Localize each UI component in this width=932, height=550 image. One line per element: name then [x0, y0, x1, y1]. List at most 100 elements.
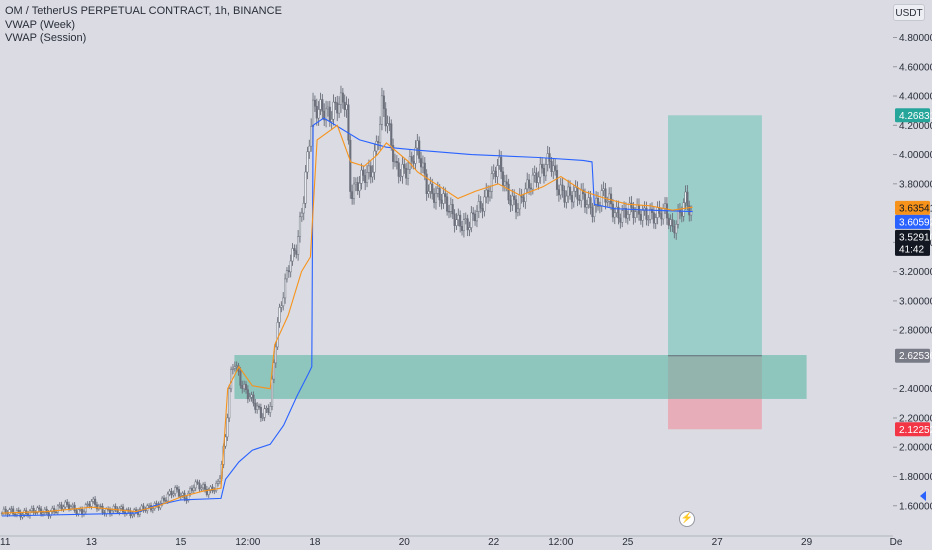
- candle-body: [79, 509, 82, 511]
- countdown-label: 41:42: [899, 244, 924, 255]
- candle-body: [444, 193, 447, 198]
- candle-body: [593, 205, 596, 217]
- candle-body: [554, 165, 557, 171]
- candle-body: [226, 417, 229, 438]
- candle-body: [626, 214, 629, 219]
- vwap-week-legend[interactable]: VWAP (Week): [5, 18, 76, 31]
- symbol-title[interactable]: OM / TetherUS PERPETUAL CONTRACT, 1h, BI…: [5, 5, 282, 17]
- price-axis[interactable]: 4.80000 4.60000 4.40000 4.20000 4.00000 3.800…: [893, 33, 932, 512]
- candle-body: [611, 203, 614, 218]
- candle-body: [92, 498, 95, 502]
- candle-body: [390, 123, 393, 146]
- candle-body: [488, 191, 492, 198]
- candle-body: [269, 406, 272, 413]
- candle-body: [122, 506, 125, 513]
- candle-body: [252, 394, 255, 404]
- x-tick-label: 25: [622, 537, 634, 548]
- candle-body: [172, 493, 175, 496]
- lightning-icon[interactable]: ⚡: [679, 511, 695, 527]
- candle-body: [66, 501, 69, 505]
- candle-body: [501, 171, 505, 186]
- currency-button[interactable]: USDT: [893, 4, 925, 21]
- candle-body: [395, 161, 398, 163]
- candle-body: [675, 224, 678, 234]
- candle-body: [405, 168, 408, 179]
- y-tick-label: 1.60000: [899, 501, 932, 512]
- candle-body: [259, 407, 262, 418]
- candle-body: [69, 506, 72, 509]
- candle-body: [263, 408, 266, 418]
- candle-body: [218, 478, 221, 482]
- current-price-label: 3.52910: [899, 232, 932, 243]
- candle-body: [68, 504, 71, 509]
- y-tick-label: 1.80000: [899, 472, 932, 483]
- scroll-arrow-icon[interactable]: [920, 491, 926, 501]
- candle-body: [228, 388, 231, 419]
- candle-body: [686, 191, 689, 207]
- candle-body: [682, 202, 685, 217]
- candle-body: [235, 365, 238, 367]
- candle-body: [399, 175, 402, 178]
- candle-body: [544, 164, 547, 177]
- candle-body: [114, 506, 117, 510]
- candle-body: [58, 504, 61, 507]
- y-tick-label: 4.80000: [899, 33, 932, 44]
- candle-body: [319, 99, 322, 110]
- candle-body: [380, 95, 383, 125]
- candle-body: [587, 197, 590, 205]
- candle-body: [339, 92, 343, 105]
- candle-body: [71, 504, 74, 507]
- vwap-session-price-label-bg: [895, 200, 930, 215]
- candle-body: [677, 209, 680, 225]
- candle-body: [73, 504, 76, 511]
- candle-body: [77, 509, 80, 514]
- candle-body: [434, 193, 438, 203]
- candle-body: [300, 212, 303, 218]
- candle-body: [630, 202, 633, 208]
- candle-body: [174, 487, 177, 494]
- target-price-label: 4.26831: [899, 111, 932, 122]
- candle-body: [358, 183, 361, 192]
- profit-zone[interactable]: [668, 115, 762, 356]
- candle-body: [8, 509, 11, 515]
- demand-zone[interactable]: [234, 355, 807, 399]
- candle-body: [427, 191, 430, 194]
- y-tick-label: 4.60000: [899, 62, 932, 73]
- candle-body: [272, 362, 275, 380]
- candle-body: [609, 193, 613, 205]
- candle-body: [287, 270, 290, 273]
- candle-body: [202, 484, 205, 489]
- candle-body: [632, 207, 635, 218]
- candle-body: [487, 189, 490, 198]
- candle-body: [101, 506, 104, 513]
- candle-body: [161, 497, 164, 504]
- candle-body: [10, 508, 13, 510]
- candle-body: [522, 197, 525, 202]
- position-zones[interactable]: [234, 115, 807, 430]
- candle-body: [639, 214, 642, 221]
- candle-body: [224, 436, 227, 447]
- candle-body: [189, 488, 192, 494]
- candle-body: [438, 188, 441, 201]
- candle-body: [431, 183, 434, 194]
- candle-body: [624, 208, 627, 219]
- candle-body: [507, 183, 510, 201]
- candle-body: [276, 322, 279, 348]
- candle-body: [330, 118, 333, 122]
- candle-body: [366, 172, 369, 183]
- candle-body: [244, 384, 248, 390]
- vwap-session-legend[interactable]: VWAP (Session): [5, 32, 87, 44]
- candle-body: [248, 396, 251, 400]
- candle-body: [120, 506, 123, 509]
- candle-body: [99, 505, 102, 508]
- candle-body: [500, 156, 503, 172]
- candle-body: [660, 213, 663, 220]
- candle-body: [606, 201, 609, 203]
- candle-body: [449, 204, 452, 212]
- candle-body: [503, 181, 506, 186]
- candle-body: [490, 173, 493, 192]
- candle-body: [492, 170, 495, 174]
- candle-body: [472, 212, 475, 215]
- time-axis[interactable]: 11 13 15 12:00 18 20 22 12:00 25 27 29 De: [0, 537, 903, 548]
